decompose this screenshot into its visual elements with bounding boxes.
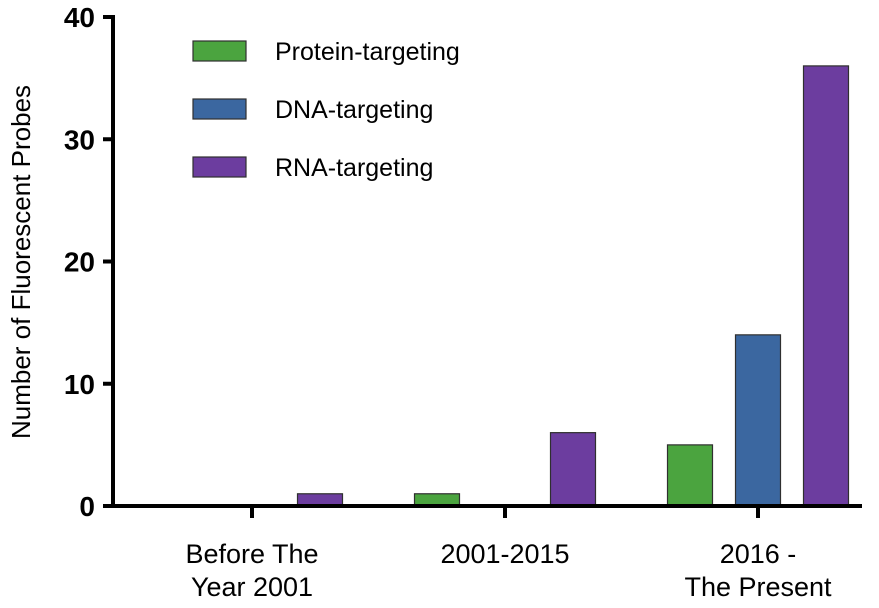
bars-layer	[296, 65, 850, 507]
y-tick-label: 0	[79, 491, 95, 522]
legend-label-protein-targeting: Protein-targeting	[275, 38, 460, 66]
bar-rna-targeting-cat-2	[549, 432, 597, 507]
y-tick-label: 10	[64, 369, 95, 400]
legend-swatch-rna-targeting	[192, 156, 247, 178]
legend-label-dna-targeting: DNA-targeting	[275, 96, 433, 124]
y-tick-label: 30	[64, 124, 95, 155]
legend-label-rna-targeting: RNA-targeting	[275, 154, 433, 182]
legend-swatch-dna-targeting	[192, 98, 247, 120]
axes-layer: 0 10 20 30 40 Before The Year 2001 2001-2015 201…	[6, 2, 862, 602]
bar-dna-targeting-cat-3	[734, 334, 782, 507]
legend-swatch-protein-targeting	[192, 40, 247, 62]
legend: Protein-targeting DNA-targeting RNA-target…	[192, 38, 460, 182]
x-category-label: 2016 -The Present	[684, 539, 832, 602]
x-category-label: Before The Year 2001	[185, 539, 318, 602]
bar-protein-targeting-cat-3	[666, 444, 714, 507]
y-axis-label: Number of Fluorescent Probes	[6, 85, 36, 439]
y-tick-label: 40	[64, 2, 95, 33]
x-category-label: 2001-2015	[440, 539, 569, 569]
bar-rna-targeting-cat-3	[802, 65, 850, 507]
y-tick-label: 20	[64, 247, 95, 278]
